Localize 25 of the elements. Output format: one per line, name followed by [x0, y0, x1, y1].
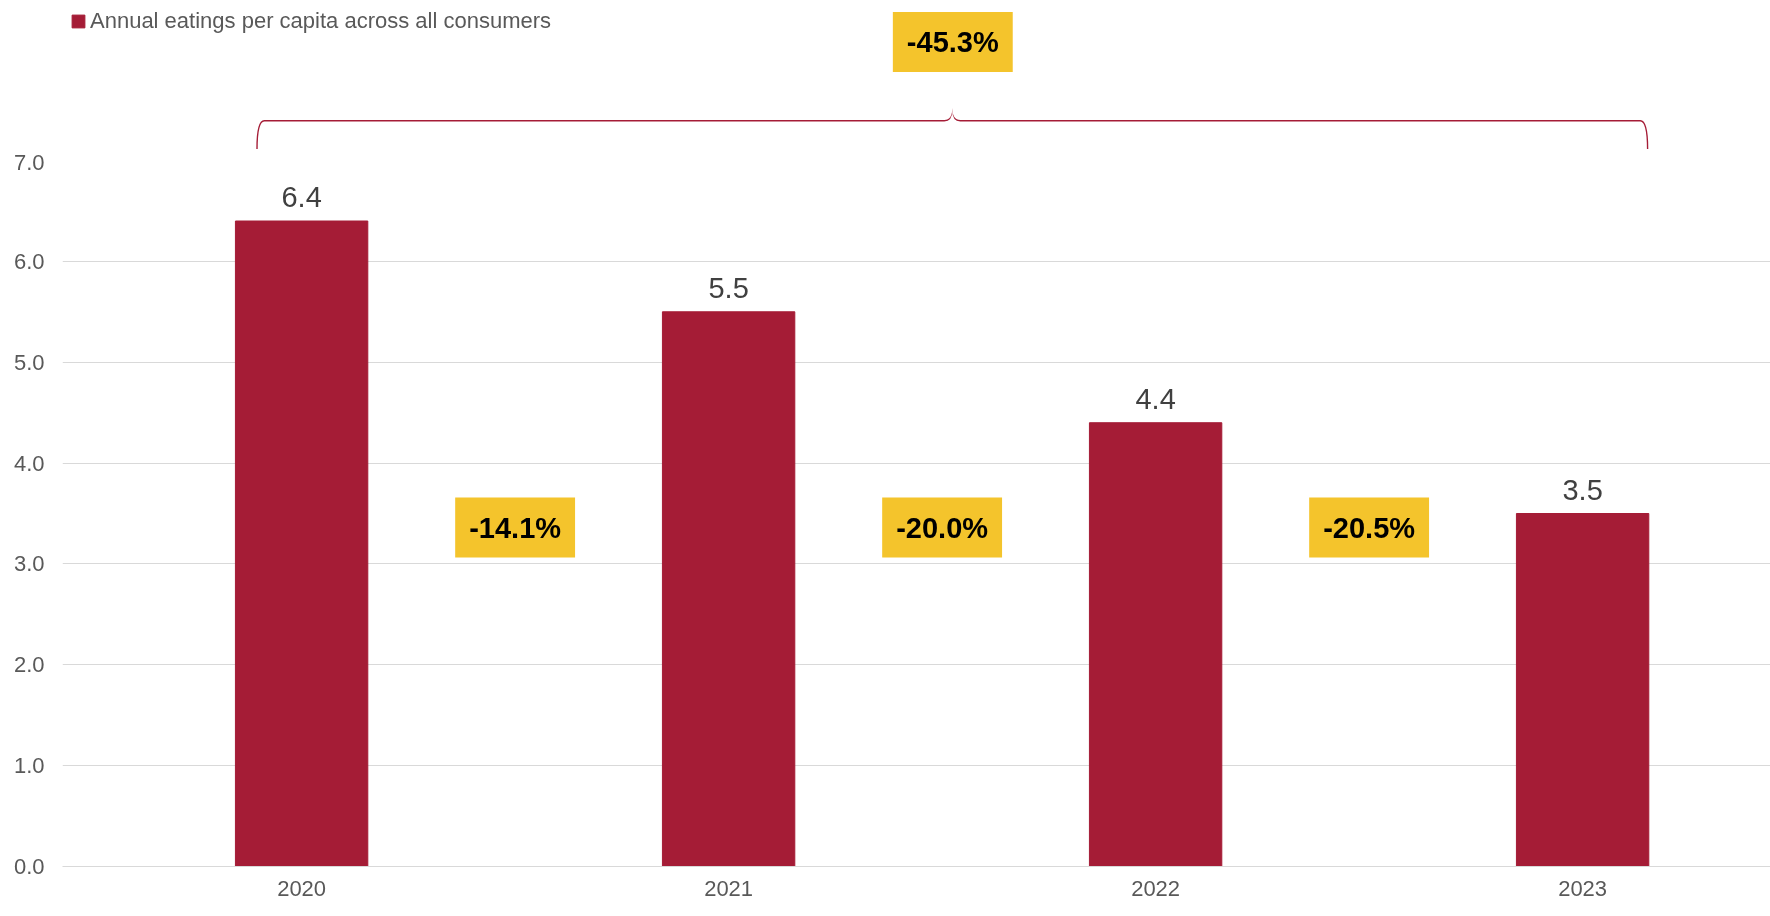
y-tick-label: 7.0	[13, 149, 45, 175]
data-label: 6.4	[281, 181, 322, 214]
annotation: -14.1%	[469, 511, 562, 544]
annotation: -20.5%	[1323, 511, 1416, 544]
y-tick-label: 3.0	[13, 551, 45, 577]
annotation: -20.0%	[896, 511, 989, 544]
bar	[1515, 513, 1650, 867]
data-label: 5.5	[708, 271, 749, 304]
y-tick-label: 5.0	[13, 349, 45, 375]
x-tick-label: 2023	[1558, 875, 1608, 901]
y-tick-label: 1.0	[13, 753, 45, 779]
x-tick-label: 2022	[1131, 875, 1181, 901]
y-tick-label: 2.0	[13, 652, 45, 678]
data-label: 3.5	[1562, 473, 1603, 506]
y-tick-label: 4.0	[13, 450, 45, 476]
legend-label: Annual eatings per capita across all consumers	[90, 8, 552, 34]
y-tick-label: 6.0	[13, 248, 45, 274]
bar	[661, 311, 796, 867]
x-tick-label: 2021	[704, 875, 754, 901]
data-label: 4.4	[1135, 382, 1176, 415]
bar	[234, 220, 369, 867]
text: -45.3%	[906, 26, 999, 59]
x-tick-label: 2020	[277, 875, 327, 901]
y-tick-label: 0.0	[13, 854, 45, 879]
bar	[1088, 422, 1223, 867]
